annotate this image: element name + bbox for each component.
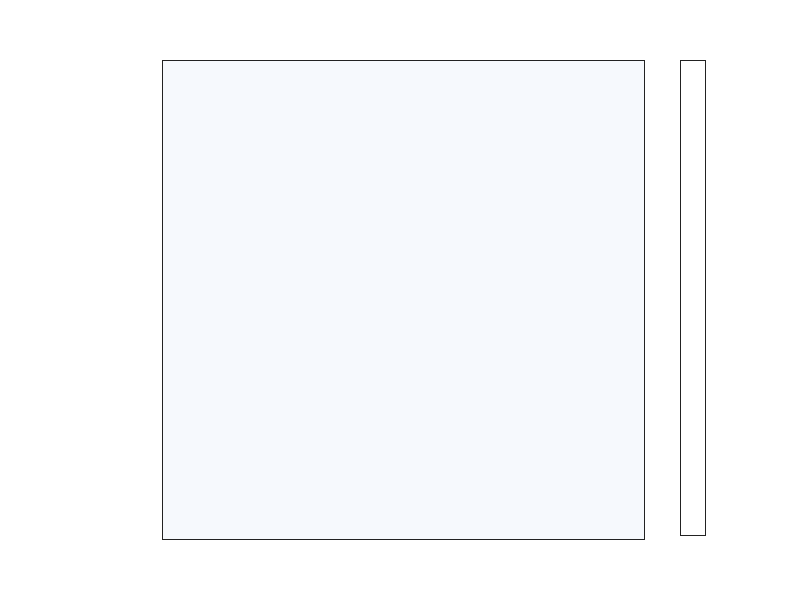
colorbar-gradient — [681, 61, 705, 535]
colorbar-gradient-frame — [680, 60, 706, 536]
colorbar — [680, 60, 706, 536]
heatmap-axes — [162, 60, 645, 540]
heatmap-image — [163, 61, 644, 539]
